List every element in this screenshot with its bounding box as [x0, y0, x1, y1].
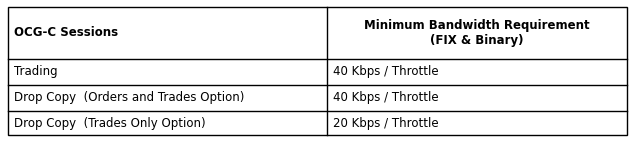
Text: 40 Kbps / Throttle: 40 Kbps / Throttle	[333, 91, 438, 105]
Text: Drop Copy  (Trades Only Option): Drop Copy (Trades Only Option)	[14, 117, 206, 130]
Text: 40 Kbps / Throttle: 40 Kbps / Throttle	[333, 65, 438, 79]
Text: Trading: Trading	[14, 65, 58, 79]
Text: Minimum Bandwidth Requirement
(FIX & Binary): Minimum Bandwidth Requirement (FIX & Bin…	[364, 19, 590, 47]
Text: 20 Kbps / Throttle: 20 Kbps / Throttle	[333, 117, 438, 130]
Text: Drop Copy  (Orders and Trades Option): Drop Copy (Orders and Trades Option)	[14, 91, 244, 105]
Text: OCG-C Sessions: OCG-C Sessions	[14, 27, 118, 39]
